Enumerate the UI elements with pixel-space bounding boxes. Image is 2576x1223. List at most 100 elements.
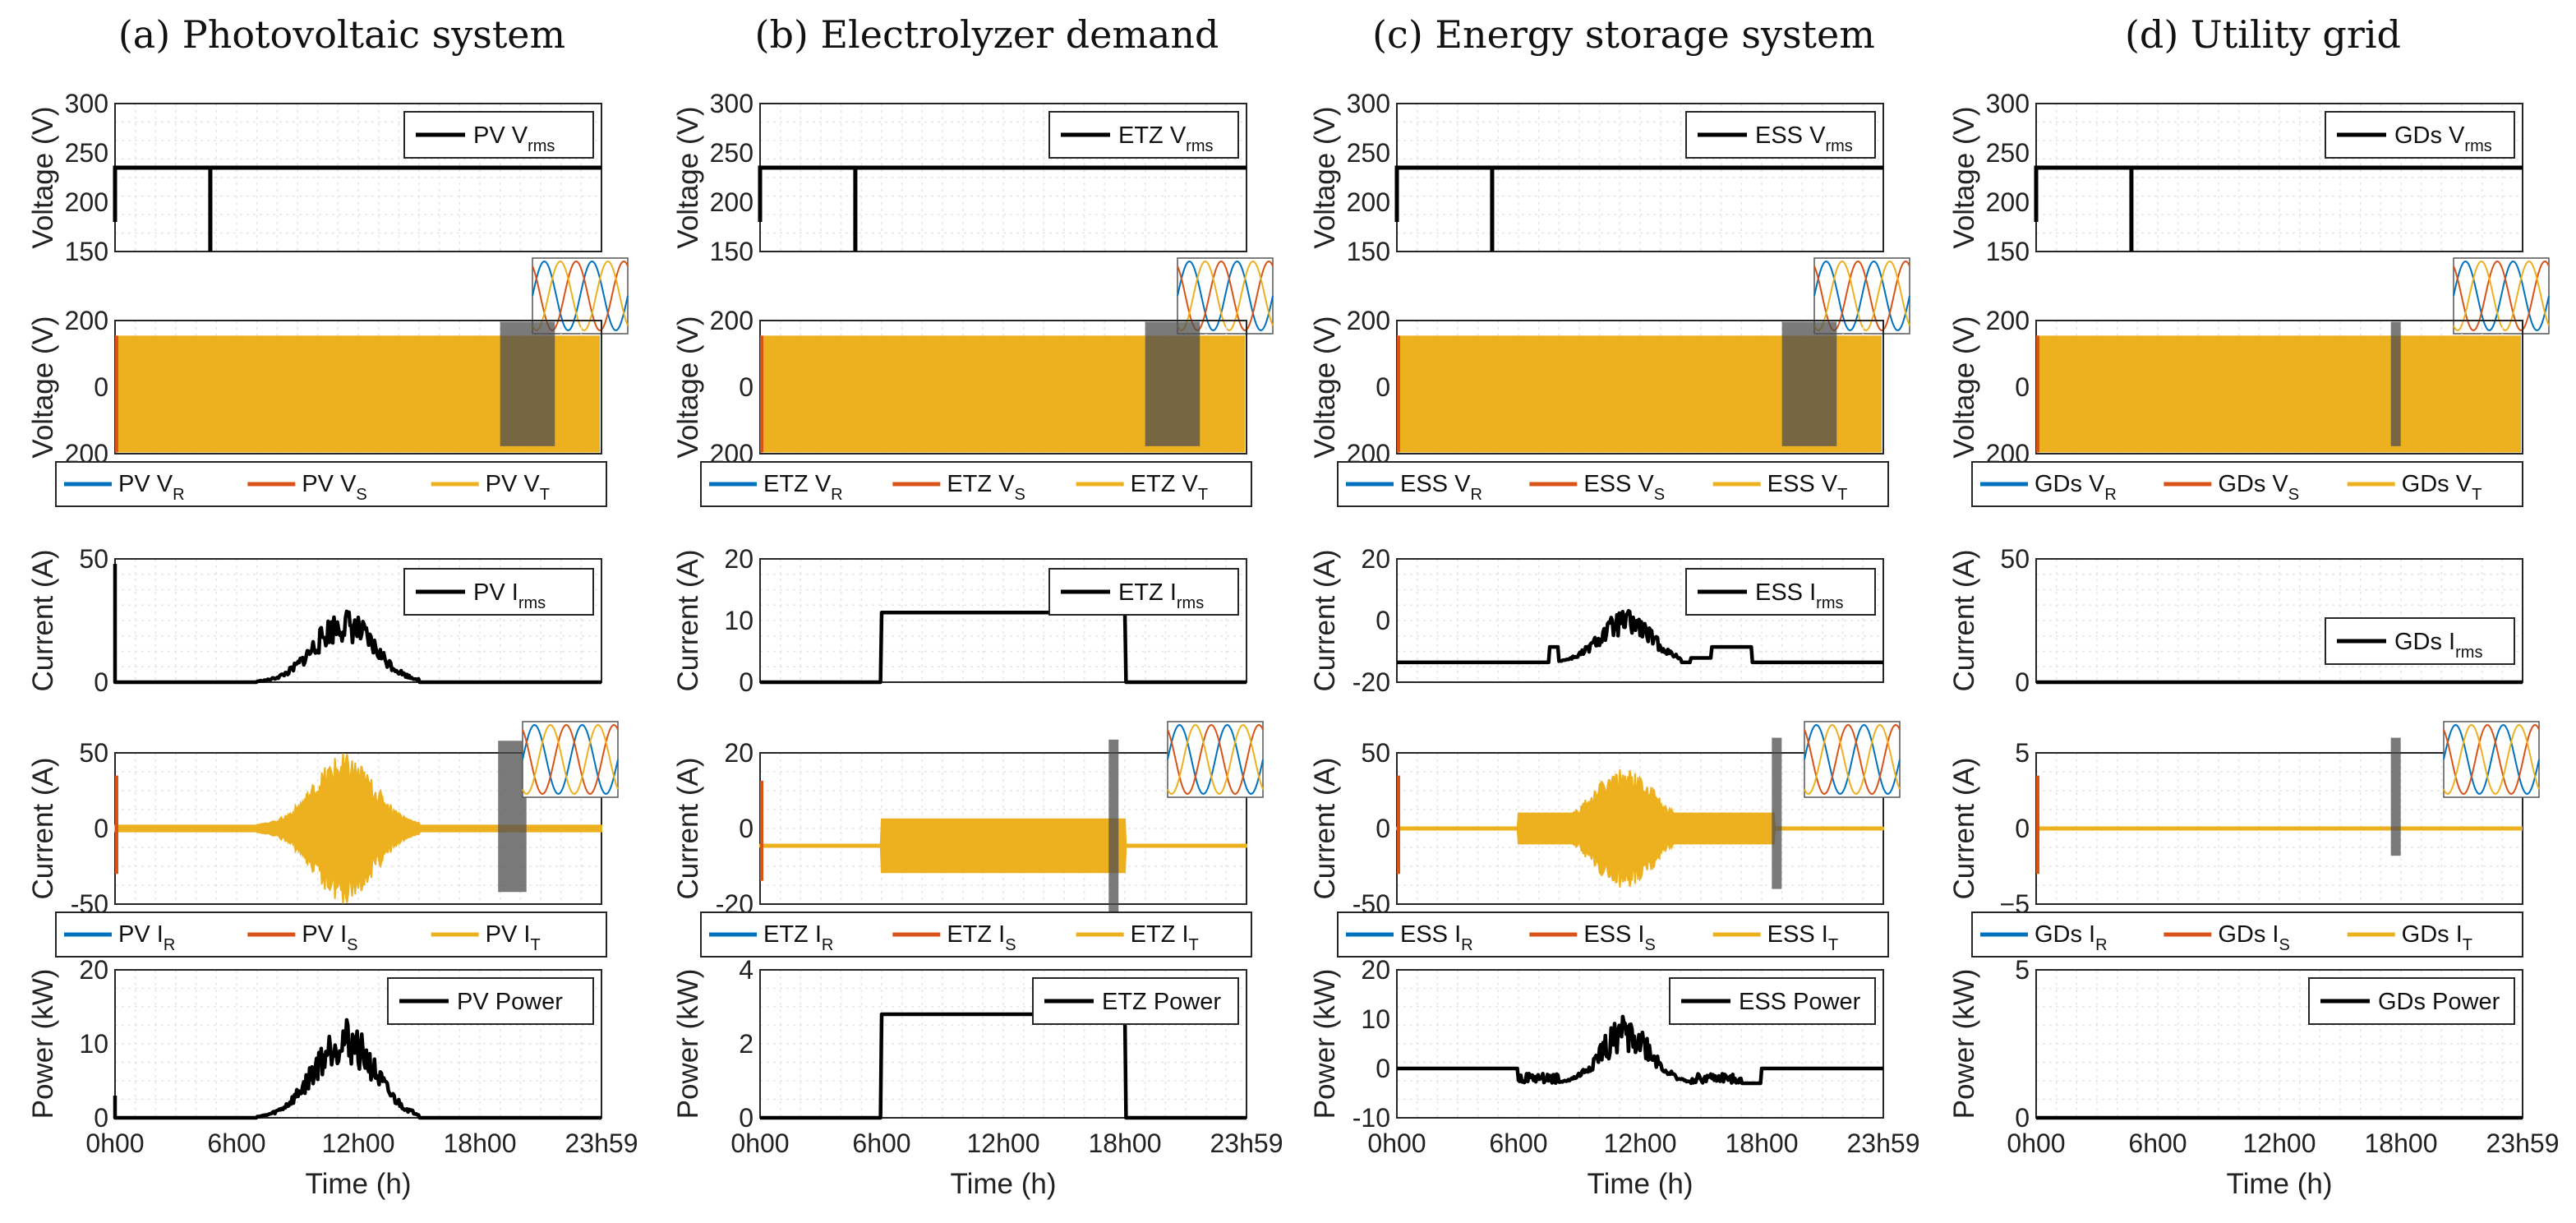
- y-tick-label: 5: [2015, 738, 2030, 768]
- inset-wave: [2453, 261, 2550, 331]
- zoom-marker: [2390, 321, 2401, 446]
- y-tick-label: 2: [739, 1029, 753, 1059]
- legend: PV VR PV VS PV VT: [55, 461, 607, 507]
- legend: GDs IR GDs IS GDs IT: [1971, 911, 2523, 958]
- y-tick-label: 20: [79, 955, 108, 985]
- y-tick-label: 0: [739, 372, 753, 402]
- series-line: [759, 611, 1247, 685]
- axes-box: [1396, 558, 1884, 683]
- series-line: [113, 165, 601, 252]
- y-tick-label: 200: [1347, 187, 1390, 217]
- y-tick-label: 200: [65, 187, 108, 217]
- chart-column-2: (b) Electrolyzer demand300250200150Volta…: [672, 12, 1283, 1200]
- y-tick-label: 300: [1986, 89, 2030, 118]
- zoom-marker: [500, 321, 555, 446]
- x-tick-label: 23h59: [2486, 1128, 2560, 1158]
- x-tick-label: 6h00: [2128, 1128, 2187, 1158]
- y-tick-label: 0: [2015, 1103, 2030, 1133]
- x-tick-label: 12h00: [967, 1128, 1040, 1158]
- series-line: [759, 1012, 1247, 1120]
- legend-box: [55, 911, 607, 958]
- y-axis-label: Current (A): [1948, 757, 1980, 899]
- legend: ESS Irms: [1685, 568, 1876, 616]
- inset-wave: [2443, 724, 2540, 795]
- series-line: [1396, 1014, 1884, 1086]
- y-tick-label: 0: [1376, 814, 1390, 843]
- y-axis-label: Voltage (V): [27, 316, 59, 458]
- legend: GDs Power: [2308, 977, 2515, 1025]
- inset-wave: [1804, 724, 1901, 795]
- y-tick-label: 0: [94, 372, 108, 402]
- y-tick-label: 20: [1361, 544, 1390, 574]
- y-axis-label: Current (A): [672, 549, 704, 691]
- legend: ETZ Power: [1032, 977, 1239, 1025]
- legend: PV Power: [387, 977, 594, 1025]
- y-tick-label: 300: [1347, 89, 1390, 118]
- column-title: (d) Utility grid: [2125, 12, 2401, 57]
- y-tick-label: 0: [2015, 372, 2030, 402]
- y-axis-label: Power (kW): [27, 969, 59, 1119]
- inset-wave: [1804, 724, 1901, 795]
- zoom-marker: [1108, 739, 1119, 921]
- legend: GDs Irms: [2325, 617, 2515, 665]
- y-tick-label: 0: [1376, 606, 1390, 635]
- inset-wave: [1813, 260, 1910, 332]
- inset-wave: [1804, 723, 1901, 796]
- legend-label: GDs Power: [2378, 989, 2500, 1015]
- y-axis-label: Current (A): [27, 757, 59, 899]
- inset-wave: [1167, 724, 1264, 795]
- y-tick-label: -10: [1353, 1103, 1390, 1133]
- legend-box: [700, 461, 1252, 507]
- y-axis-label: Voltage (V): [27, 106, 59, 248]
- legend: PV IR PV IS PV IT: [55, 911, 607, 958]
- zoom-marker: [498, 741, 527, 893]
- x-tick-label: 6h00: [207, 1128, 265, 1158]
- legend-box: [2308, 977, 2515, 1025]
- series-line: [1394, 165, 1883, 252]
- subplot-3: 20 0 -20 Current (A) ESS Irms: [1309, 544, 1884, 697]
- y-tick-label: 20: [1361, 955, 1390, 985]
- legend: ESS Vrms: [1685, 111, 1876, 159]
- inset-wave: [1167, 724, 1264, 795]
- y-tick-label: 0: [1376, 372, 1390, 402]
- y-tick-label: 10: [79, 1029, 108, 1059]
- inset-wave: [2443, 723, 2540, 796]
- y-tick-label: 200: [710, 306, 753, 335]
- y-tick-label: 0: [2015, 667, 2030, 697]
- waveform-inset: [2453, 257, 2550, 335]
- y-axis-label: Power (kW): [1948, 969, 1980, 1119]
- y-tick-label: 50: [1361, 738, 1390, 768]
- y-tick-label: 250: [1986, 138, 2030, 168]
- inset-wave: [2443, 724, 2540, 795]
- y-tick-label: 0: [2015, 814, 2030, 843]
- y-tick-label: 250: [1347, 138, 1390, 168]
- legend: ETZ VR ETZ VS ETZ VT: [700, 461, 1252, 507]
- y-tick-label: 0: [739, 667, 753, 697]
- x-tick-label: 23h59: [565, 1128, 638, 1158]
- y-tick-label: 150: [65, 237, 108, 266]
- x-tick-label: 0h00: [1367, 1128, 1426, 1158]
- y-tick-label: 0: [94, 667, 108, 697]
- column-title: (a) Photovoltaic system: [118, 12, 565, 57]
- legend-label: ESS Power: [1739, 989, 1861, 1015]
- x-tick-label: 23h59: [1847, 1128, 1920, 1158]
- x-tick-label: 6h00: [852, 1128, 910, 1158]
- y-tick-label: 200: [1986, 306, 2030, 335]
- inset-wave: [1813, 261, 1910, 331]
- legend-box: [1685, 111, 1876, 159]
- series-line: [2034, 165, 2523, 252]
- waveform-inset: [1804, 721, 1901, 798]
- y-tick-label: 250: [65, 138, 108, 168]
- y-axis-label: Voltage (V): [672, 106, 704, 248]
- legend-box: [1337, 461, 1889, 507]
- y-tick-label: 50: [79, 544, 108, 574]
- y-tick-label: 250: [710, 138, 753, 168]
- x-axis-label: Time (h): [1588, 1168, 1694, 1200]
- inset-wave: [1177, 261, 1274, 331]
